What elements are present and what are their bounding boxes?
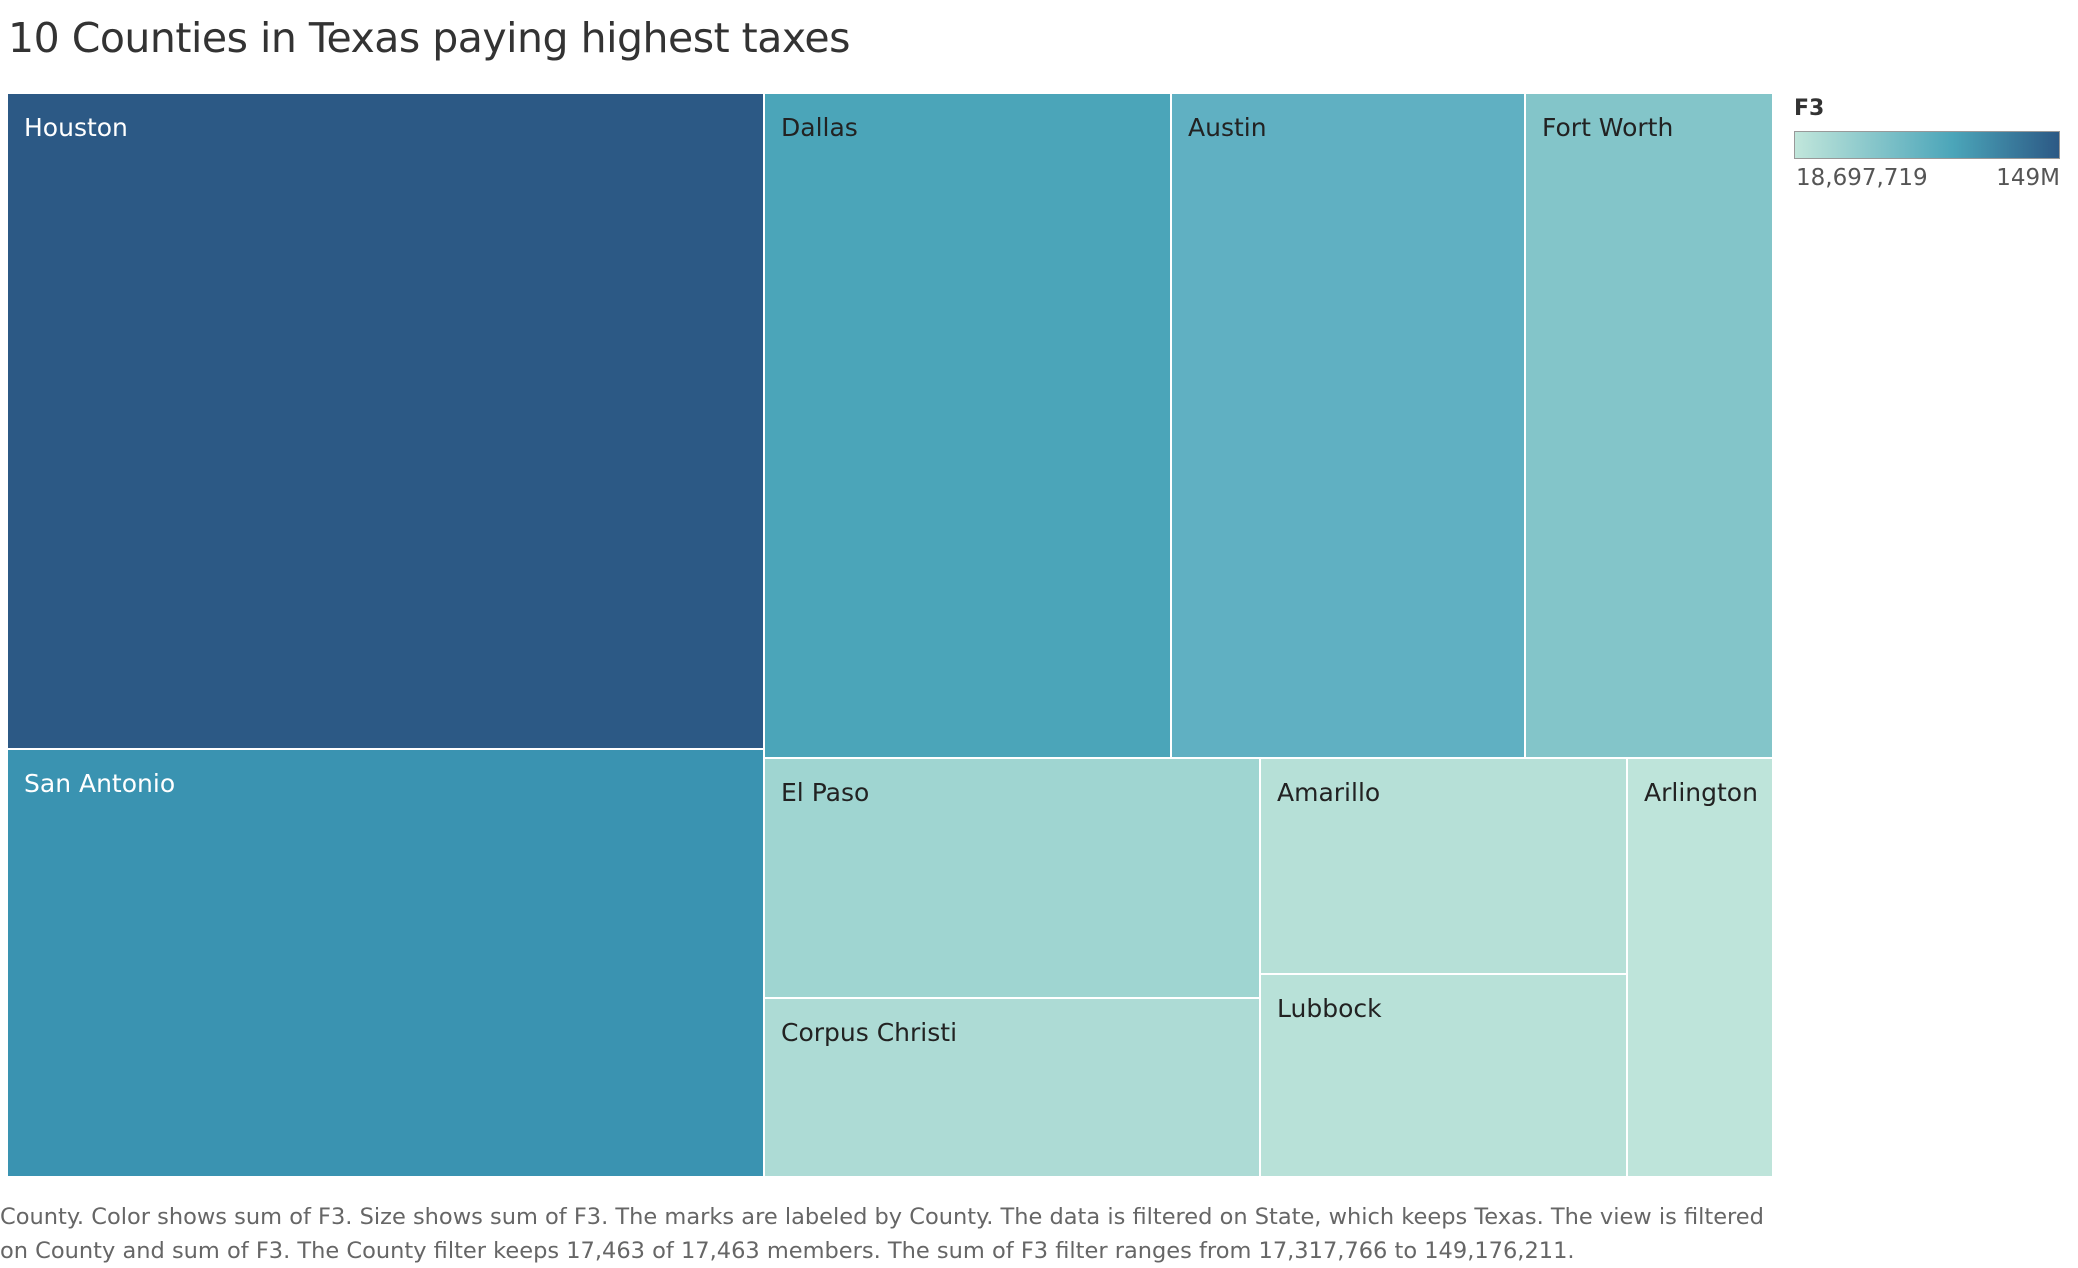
legend-gradient-bar xyxy=(1794,131,2060,159)
treemap-tile-dallas[interactable]: Dallas xyxy=(765,94,1172,759)
legend-max-label: 149M xyxy=(1996,165,2060,191)
treemap-tile-fort-worth[interactable]: Fort Worth xyxy=(1526,94,1774,759)
treemap-tile-label: Houston xyxy=(24,113,128,142)
treemap-tile-label: Fort Worth xyxy=(1542,113,1674,142)
treemap-tile-label: Dallas xyxy=(781,113,858,142)
treemap-tile-label: San Antonio xyxy=(24,769,176,798)
treemap-tile-label: Amarillo xyxy=(1277,778,1381,807)
legend-min-label: 18,697,719 xyxy=(1796,165,1928,191)
treemap-tile-label: El Paso xyxy=(781,778,870,807)
color-legend: F3 18,697,719 149M xyxy=(1794,96,2076,195)
treemap-tile-houston[interactable]: Houston xyxy=(8,94,765,750)
treemap-tile-lubbock[interactable]: Lubbock xyxy=(1261,975,1628,1178)
chart-title: 10 Counties in Texas paying highest taxe… xyxy=(8,14,850,62)
chart-caption: County. Color shows sum of F3. Size show… xyxy=(0,1204,1764,1264)
treemap-tile-label: Corpus Christi xyxy=(781,1018,958,1047)
legend-title: F3 xyxy=(1794,96,1825,121)
treemap-tile-san-antonio[interactable]: San Antonio xyxy=(8,750,765,1178)
treemap: Houston San Antonio Dallas Austin Fort Worth… xyxy=(8,94,1774,1178)
treemap-tile-label: Arlington xyxy=(1644,778,1758,807)
treemap-tile-label: Austin xyxy=(1188,113,1267,142)
treemap-tile-arlington[interactable]: Arlington xyxy=(1628,759,1774,1178)
treemap-tile-corpus-christi[interactable]: Corpus Christi xyxy=(765,999,1261,1178)
treemap-tile-el-paso[interactable]: El Paso xyxy=(765,759,1261,999)
treemap-tile-austin[interactable]: Austin xyxy=(1172,94,1526,759)
treemap-tile-amarillo[interactable]: Amarillo xyxy=(1261,759,1628,975)
treemap-tile-label: Lubbock xyxy=(1277,994,1382,1023)
